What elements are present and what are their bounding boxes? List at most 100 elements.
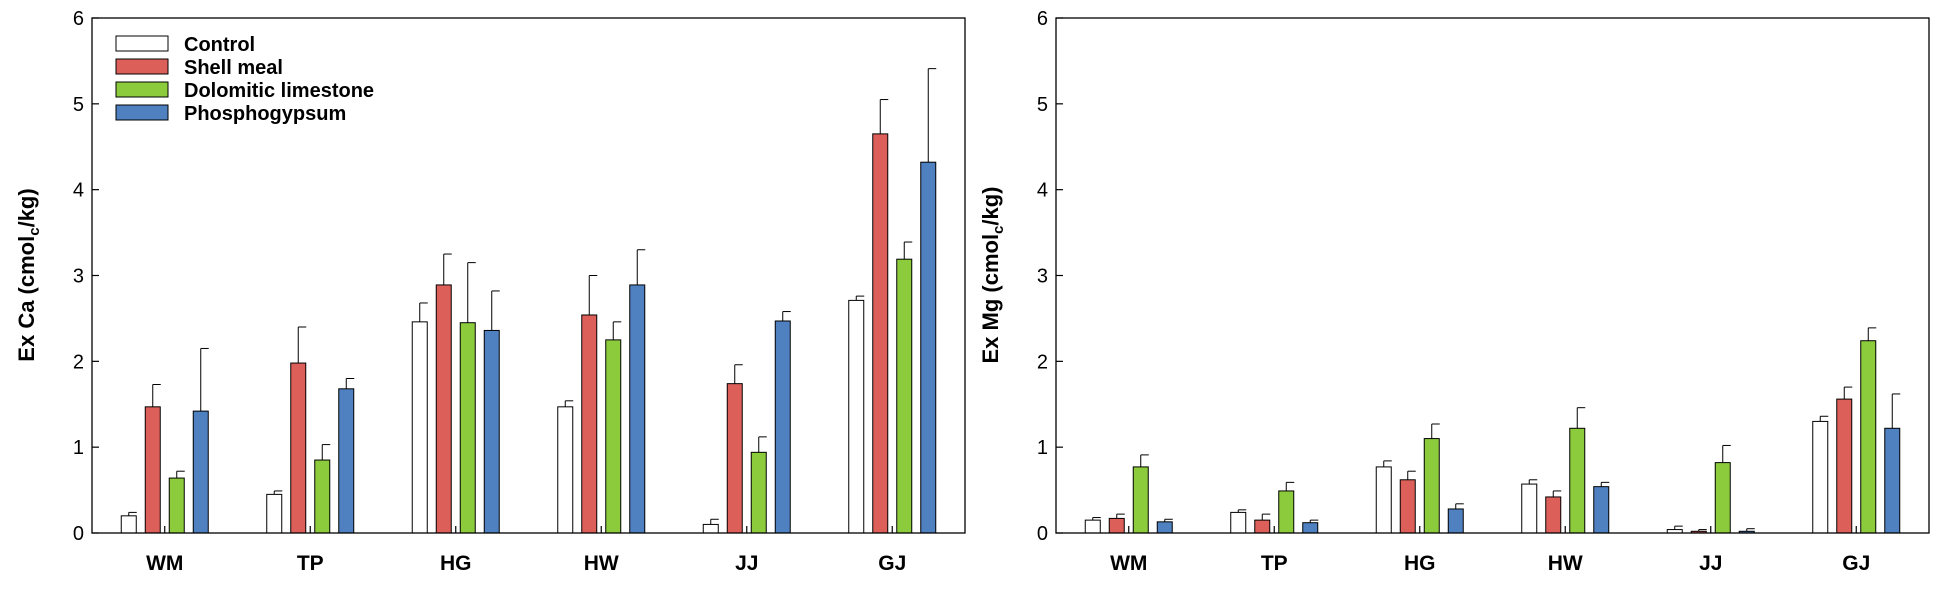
- y-tick-label: 1: [73, 437, 84, 459]
- y-tick-label: 4: [73, 180, 84, 202]
- error-bar: [1576, 407, 1586, 429]
- error-bar: [443, 253, 452, 285]
- error-bar: [1116, 513, 1125, 519]
- error-bar: [152, 384, 161, 407]
- error-bar: [1891, 393, 1901, 429]
- ex-mg-chart: 0 1 2 3 4 5 6 WM TP HG HW JJ GJ Ex Mg (cmolc/kg): [978, 8, 1930, 575]
- bar: [1447, 508, 1464, 534]
- error-bar: [1383, 460, 1392, 467]
- error-bar: [1237, 509, 1247, 513]
- y-tick-label: 6: [73, 8, 84, 30]
- error-bar: [200, 347, 209, 412]
- error-bar: [273, 490, 283, 495]
- bar: [1132, 466, 1149, 534]
- bar: [605, 339, 622, 534]
- y-tick-label: 2: [73, 351, 84, 373]
- bar: [120, 515, 137, 534]
- error-bar: [903, 241, 913, 260]
- error-bar: [1164, 518, 1173, 522]
- bar: [726, 383, 743, 534]
- x-tick-label: HW: [1548, 552, 1583, 575]
- error-bar: [491, 290, 500, 331]
- bar: [1399, 479, 1416, 534]
- error-bar: [612, 321, 622, 340]
- y-tick-label: 1: [1037, 437, 1048, 459]
- y-tick-label: 4: [1037, 180, 1048, 202]
- legend-swatch: [115, 104, 169, 121]
- bar: [1836, 398, 1853, 534]
- legend-label: Phosphogypsum: [184, 103, 346, 125]
- legend-label: Dolomitic limestone: [184, 80, 374, 102]
- bar: [581, 314, 598, 534]
- bar: [1230, 511, 1247, 534]
- bar: [192, 410, 209, 534]
- bar: [290, 362, 307, 534]
- bar: [483, 329, 500, 534]
- bar: [557, 406, 574, 534]
- error-bar: [1819, 415, 1829, 422]
- bar: [1593, 486, 1610, 534]
- bar: [774, 320, 791, 534]
- legend-swatch: [115, 81, 169, 98]
- error-bar: [419, 302, 428, 322]
- x-tick-label: JJ: [1699, 552, 1722, 575]
- ex-ca-x-axis: WM TP HG HW JJ GJ: [146, 526, 906, 575]
- error-bar: [1431, 423, 1440, 439]
- x-tick-label: WM: [146, 552, 183, 575]
- bar: [920, 161, 937, 534]
- bar: [1375, 466, 1392, 534]
- y-tick-label: 5: [1037, 94, 1048, 116]
- error-bar: [467, 262, 476, 323]
- legend-swatch: [115, 58, 169, 75]
- ex-mg-bars: [1084, 340, 1901, 534]
- bar: [435, 284, 452, 534]
- bar: [702, 523, 719, 534]
- error-bar: [1722, 444, 1731, 463]
- bar: [338, 388, 355, 534]
- error-bar: [1552, 490, 1562, 497]
- error-bar: [1746, 528, 1755, 532]
- error-bar: [855, 295, 865, 301]
- legend-swatch: [115, 35, 169, 52]
- error-bar: [1674, 525, 1683, 530]
- bar: [1156, 521, 1173, 534]
- bar: [1278, 490, 1295, 534]
- legend-label: Control: [184, 34, 255, 56]
- x-tick-label: GJ: [1842, 552, 1870, 575]
- bar: [411, 321, 428, 534]
- error-bar: [710, 518, 719, 525]
- bar: [1714, 462, 1731, 534]
- error-bar: [1455, 503, 1464, 509]
- x-tick-label: HG: [440, 552, 472, 575]
- y-tick-label: 2: [1037, 351, 1048, 373]
- error-bar: [734, 364, 743, 384]
- x-tick-label: HW: [584, 552, 619, 575]
- bar: [848, 299, 865, 534]
- bar: [314, 459, 331, 534]
- y-tick-label: 0: [73, 523, 84, 545]
- bar: [1569, 427, 1586, 534]
- bar: [872, 133, 889, 534]
- bar: [896, 258, 913, 534]
- error-bar: [1092, 517, 1101, 521]
- error-bar: [588, 275, 598, 315]
- legend-label: Shell meal: [184, 57, 283, 79]
- bar: [629, 284, 646, 534]
- x-tick-label: WM: [1110, 552, 1147, 575]
- error-bar: [321, 444, 331, 461]
- error-bar: [1140, 454, 1149, 467]
- x-tick-label: HG: [1404, 552, 1436, 575]
- x-tick-label: JJ: [735, 552, 758, 575]
- bar: [459, 322, 476, 534]
- ex-ca-y-axis-label: Ex Ca (cmolc/kg): [14, 188, 43, 361]
- bar: [1302, 522, 1319, 534]
- error-bar: [879, 99, 889, 134]
- error-bar: [345, 378, 355, 389]
- error-bar: [1698, 529, 1707, 532]
- error-bar: [636, 249, 646, 285]
- bar: [1860, 340, 1877, 534]
- error-bar: [1867, 327, 1877, 341]
- bar: [1521, 483, 1538, 534]
- ex-mg-error-bars: [1092, 327, 1901, 532]
